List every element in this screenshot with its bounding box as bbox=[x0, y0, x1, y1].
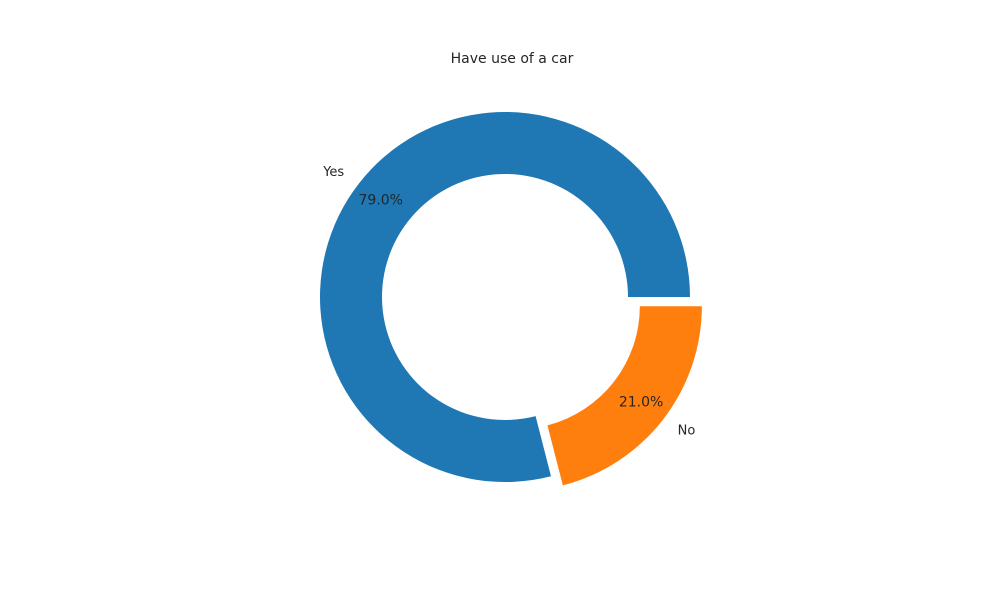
value-label-yes: 79.0% bbox=[359, 193, 403, 209]
chart-title: Have use of a car bbox=[451, 51, 574, 67]
slice-yes bbox=[320, 112, 690, 483]
labels-group: Yes 79.0% No 21.0% bbox=[322, 165, 695, 439]
value-label-no: 21.0% bbox=[619, 395, 663, 411]
slice-no bbox=[547, 306, 702, 486]
slice-label-yes: Yes bbox=[322, 165, 344, 180]
slices-group bbox=[320, 112, 702, 486]
slice-label-no: No bbox=[678, 423, 696, 438]
